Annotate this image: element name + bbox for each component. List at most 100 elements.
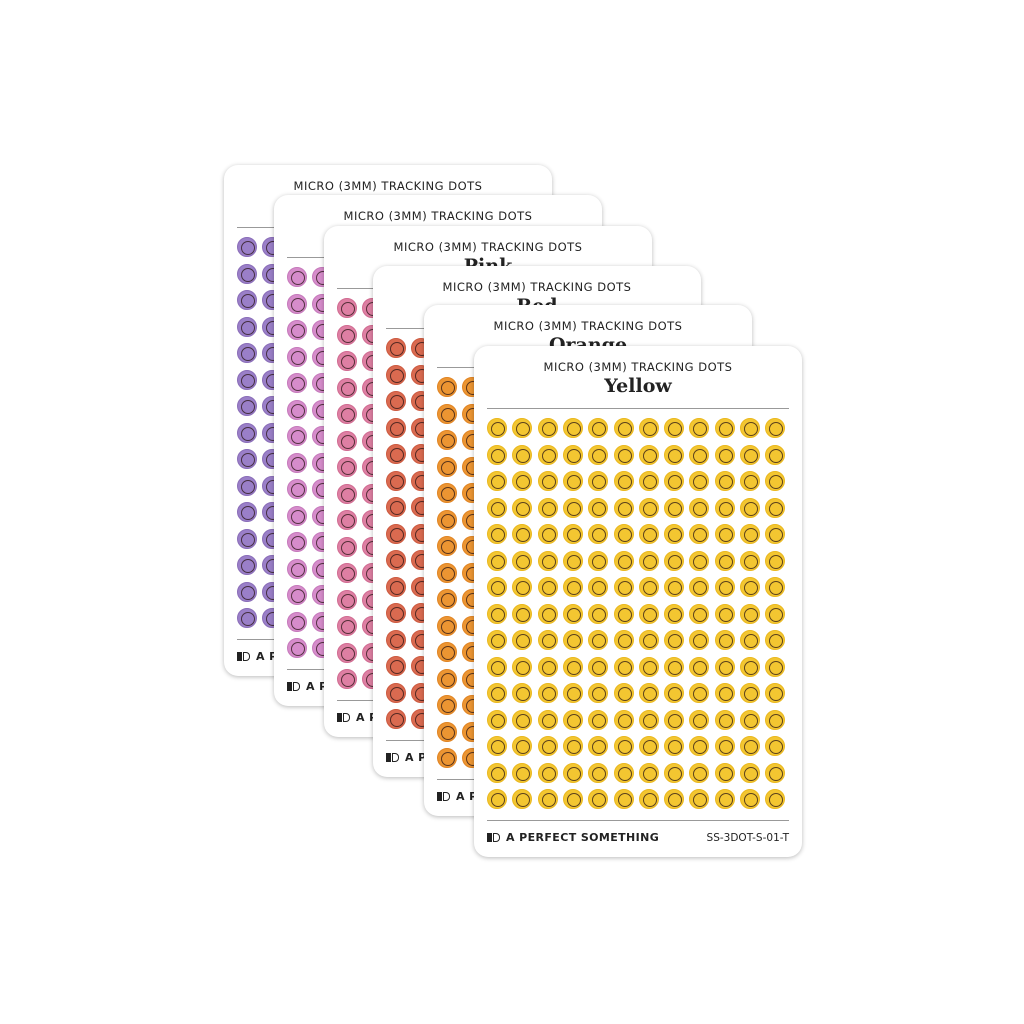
brand-logo-icon xyxy=(437,792,450,801)
dot-sticker xyxy=(237,343,257,363)
dot-sticker xyxy=(337,351,357,371)
dot-sticker xyxy=(740,444,760,465)
dot-sticker xyxy=(588,524,609,544)
dot-sticker xyxy=(537,603,558,624)
dot-sticker xyxy=(512,497,533,518)
dot-sticker xyxy=(588,762,609,783)
dot-sticker xyxy=(562,762,583,783)
dot-sticker xyxy=(765,789,786,809)
dot-sticker xyxy=(487,471,507,491)
dot-sticker xyxy=(537,418,558,438)
dot-sticker xyxy=(588,418,609,438)
dot-sticker xyxy=(638,630,659,650)
dot-sticker xyxy=(588,603,609,624)
dot-sticker xyxy=(437,589,457,609)
brand-logo-icon xyxy=(487,833,500,842)
dot-sticker xyxy=(714,709,735,730)
dot-sticker xyxy=(714,444,735,465)
dot-sticker xyxy=(765,762,786,783)
dot-sticker xyxy=(537,524,558,544)
dot-sticker xyxy=(562,656,583,677)
dot-sticker xyxy=(487,444,507,465)
dot-sticker xyxy=(237,396,257,416)
dot-sticker xyxy=(512,603,533,624)
dot-sticker xyxy=(638,736,659,756)
dot-sticker xyxy=(664,762,685,783)
dot-sticker xyxy=(664,577,685,597)
dot-sticker xyxy=(437,377,457,397)
dot-sticker xyxy=(487,497,507,518)
sheet-header: MICRO (3MM) TRACKING DOTS xyxy=(543,360,733,374)
dot-sticker xyxy=(664,603,685,624)
dot-sticker xyxy=(287,320,307,340)
dot-sticker xyxy=(487,603,507,624)
dot-sticker xyxy=(765,656,786,677)
dot-sticker xyxy=(613,418,634,438)
dot-sticker xyxy=(337,483,357,504)
dot-sticker xyxy=(765,497,786,518)
dot-sticker xyxy=(337,457,357,477)
dot-sticker xyxy=(689,497,710,518)
dot-sticker xyxy=(537,471,558,491)
dot-sticker xyxy=(638,524,659,544)
dot-sticker xyxy=(689,683,710,703)
dot-sticker xyxy=(287,505,307,526)
dot-sticker xyxy=(512,736,533,756)
dot-sticker xyxy=(714,789,735,809)
dot-sticker xyxy=(287,293,307,314)
dot-sticker xyxy=(386,603,406,623)
dot-sticker xyxy=(638,418,659,438)
dot-sticker xyxy=(689,471,710,491)
dot-sticker xyxy=(689,709,710,730)
dot-sticker xyxy=(588,444,609,465)
dot-sticker xyxy=(537,683,558,703)
dot-sticker xyxy=(714,497,735,518)
dot-sticker xyxy=(740,789,760,809)
dot-sticker xyxy=(386,550,406,570)
dot-sticker xyxy=(714,471,735,491)
dot-sticker xyxy=(237,449,257,469)
dot-sticker xyxy=(714,683,735,703)
dot-sticker xyxy=(765,630,786,650)
sku-code: SS-3DOT-S-01-T xyxy=(706,832,789,844)
dot-sticker xyxy=(487,656,507,677)
dot-sticker xyxy=(714,736,735,756)
brand-logo-icon xyxy=(287,682,300,691)
dot-sticker xyxy=(765,736,786,756)
dot-sticker xyxy=(287,532,307,552)
dot-sticker xyxy=(714,762,735,783)
dot-sticker xyxy=(740,736,760,756)
dot-sticker xyxy=(714,630,735,650)
dot-sticker xyxy=(537,762,558,783)
dot-sticker xyxy=(714,550,735,571)
dot-sticker xyxy=(689,444,710,465)
dot-sticker xyxy=(287,346,307,367)
dot-sticker xyxy=(765,550,786,571)
dot-sticker xyxy=(512,418,533,438)
dot-sticker xyxy=(562,497,583,518)
dot-sticker xyxy=(512,550,533,571)
dot-sticker xyxy=(337,669,357,689)
dot-sticker xyxy=(664,524,685,544)
dot-sticker xyxy=(664,656,685,677)
dot-sticker xyxy=(437,536,457,556)
dot-sticker xyxy=(740,577,760,597)
dot-sticker xyxy=(613,789,634,809)
dot-sticker xyxy=(740,418,760,438)
dot-sticker xyxy=(437,695,457,715)
dot-sticker xyxy=(740,550,760,571)
dot-sticker xyxy=(386,682,406,703)
dot-sticker xyxy=(337,642,357,663)
dot-sticker xyxy=(237,608,257,628)
dot-sticker xyxy=(512,762,533,783)
dot-sticker xyxy=(237,237,257,257)
dot-sticker xyxy=(487,789,507,809)
dot-sticker xyxy=(562,577,583,597)
dot-sticker xyxy=(613,550,634,571)
dot-sticker xyxy=(287,585,307,605)
dot-sticker xyxy=(638,656,659,677)
dot-sticker xyxy=(638,683,659,703)
dot-sticker xyxy=(613,603,634,624)
dot-sticker xyxy=(437,615,457,636)
dot-sticker xyxy=(588,630,609,650)
